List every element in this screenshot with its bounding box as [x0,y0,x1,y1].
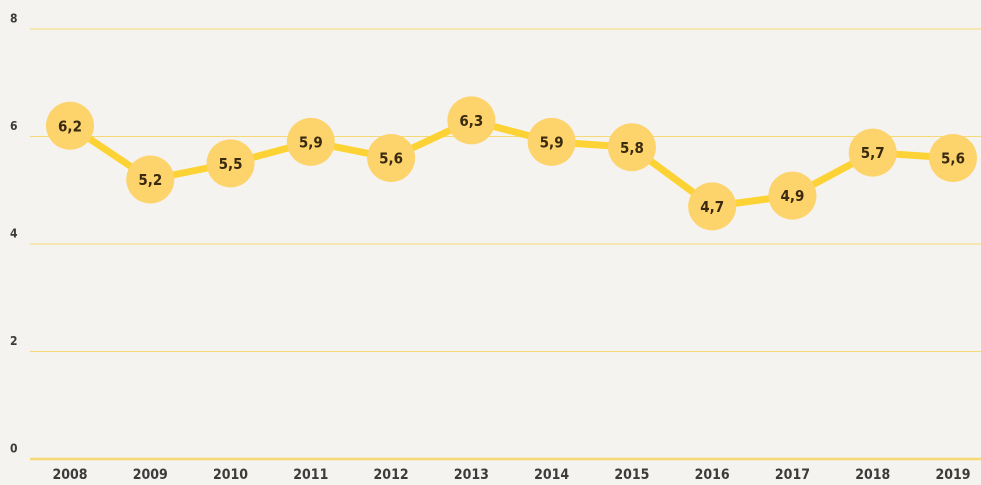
value-label: 5,6 [379,150,403,168]
point [46,101,94,150]
x-tick-label: 2015 [614,467,649,483]
point [848,128,897,177]
point [527,117,576,166]
point [768,171,817,220]
x-tick-label: 2013 [454,467,489,483]
point [929,134,977,182]
point [688,182,737,231]
value-label: 6,2 [58,117,82,135]
x-tick-label: 2012 [374,467,409,483]
x-tick-label: 2014 [534,467,569,483]
value-label: 5,5 [219,155,243,173]
value-label: 5,2 [138,171,162,189]
value-label: 5,7 [861,144,885,162]
y-tick-label: 8 [10,12,18,26]
value-label: 5,9 [540,133,564,151]
point [447,96,496,145]
x-tick-label: 2018 [855,467,890,483]
value-label: 6,3 [459,112,483,130]
y-tick-label: 4 [10,227,18,241]
value-label: 4,7 [700,198,724,216]
y-tick-label: 2 [10,334,18,348]
x-tick-label: 2008 [52,467,87,483]
value-label: 5,9 [299,133,323,151]
x-tick-label: 2009 [133,467,168,483]
point [126,155,175,204]
x-tick-label: 2019 [935,467,970,483]
value-label: 5,8 [620,139,644,157]
x-tick-label: 2010 [213,467,248,483]
point [367,134,416,182]
point [607,123,656,172]
point [286,117,335,166]
x-tick-label: 2017 [775,467,810,483]
x-tick-label: 2011 [293,467,328,483]
point [206,139,255,188]
value-label: 5,6 [941,150,965,168]
value-label: 4,9 [781,187,805,205]
x-tick-label: 2016 [695,467,730,483]
y-tick-label: 6 [10,119,18,133]
line [68,116,954,210]
y-tick-label: 0 [10,442,18,456]
